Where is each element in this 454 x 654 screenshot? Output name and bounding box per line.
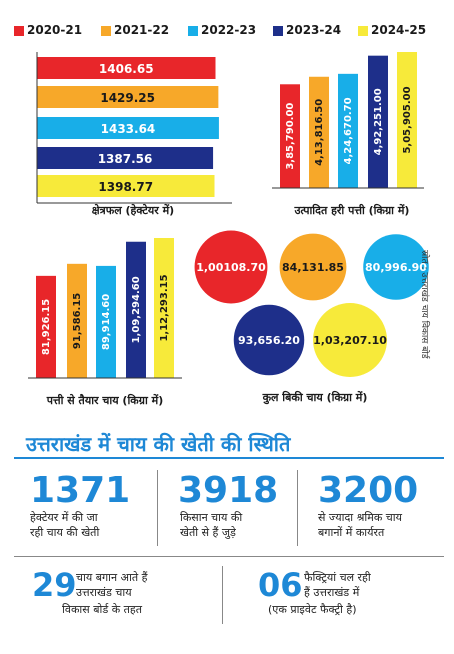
- stat-text: हेक्टेयर में की जा रही चाय की खेती: [30, 510, 99, 540]
- stat-line: विकास बोर्ड के तहत: [62, 603, 143, 616]
- legend-swatch: [188, 26, 198, 36]
- stat-line: किसान चाय की: [180, 511, 243, 524]
- tea-bar-2022-23: [96, 265, 116, 378]
- stat-divider: [222, 566, 223, 624]
- stat-line: रही चाय की खेती: [30, 526, 100, 539]
- bar-label: 1406.65: [99, 62, 154, 76]
- stat-value: 29: [32, 566, 77, 604]
- legend-swatch: [273, 26, 283, 36]
- stat-line: से ज्यादा श्रमिक चाय: [318, 511, 403, 524]
- bar-area-2021-22: [37, 86, 219, 108]
- stat-text: चाय बगान आते हैं उत्तराखंड चाय: [76, 570, 147, 600]
- chart-title-area: क्षेत्रफल (हेक्टेयर में): [92, 203, 174, 217]
- bar-label: 1398.77: [98, 180, 153, 194]
- stat-value: 1371: [30, 470, 131, 511]
- bubble-2024-25: [313, 303, 387, 377]
- tea-bar-2020-21: [36, 275, 56, 378]
- tea-bar-label: 1,09,294.60: [131, 276, 142, 343]
- stat-line: बगानों में कार्यरत: [318, 526, 385, 539]
- stat-text: किसान चाय की खेती से हैं जुड़े: [180, 510, 242, 540]
- legend-swatch: [101, 26, 111, 36]
- stat-line: (एक प्राइवेट फैक्ट्री है): [268, 603, 357, 616]
- leaf-bar-label: 4,92,251.00: [373, 88, 384, 155]
- leaf-bar-label: 4,24,670.70: [343, 97, 354, 164]
- legend-label: 2024-25: [371, 23, 427, 37]
- stat-line: फैक्ट्रियां चल रही: [304, 571, 371, 584]
- bar-area-2024-25: [37, 175, 215, 197]
- bar-label: 1433.64: [101, 122, 156, 136]
- bar-label: 1429.25: [100, 91, 155, 105]
- tea-bar-label: 91,586.15: [72, 293, 83, 349]
- legend-label: 2020-21: [27, 23, 83, 37]
- leaf-bar-2022-23: [338, 73, 358, 188]
- stat-line: खेती से हैं जुड़े: [180, 526, 236, 539]
- bubble-label: 1,00108.70: [196, 261, 266, 274]
- stat-line: उत्तराखंड चाय: [76, 586, 132, 599]
- leaf-bar-2021-22: [309, 76, 329, 188]
- chart-title-tea: पत्ती से तैयार चाय (किग्रा में): [46, 393, 163, 407]
- bubble-2021-22: [279, 233, 347, 301]
- chart-title-leaf: उत्पादित हरी पत्ती (किग्रा में): [294, 203, 410, 217]
- tea-bar-2024-25: [154, 238, 174, 378]
- bubble-2022-23: [363, 234, 429, 300]
- leaf-bar-label: 3,85,790.00: [285, 103, 296, 170]
- bar-area-2022-23: [37, 117, 219, 139]
- legend-swatch: [358, 26, 368, 36]
- leaf-bar-2024-25: [397, 52, 417, 188]
- source-note: स्रोत : उत्तराखंड चाय विकास बोर्ड: [419, 250, 429, 359]
- stat-line: हेक्टेयर में की जा: [30, 511, 98, 524]
- tea-bar-label: 89,914.60: [101, 294, 112, 350]
- stat-text: से ज्यादा श्रमिक चाय बगानों में कार्यरत: [318, 510, 402, 540]
- legend-label: 2023-24: [286, 23, 342, 37]
- leaf-bar-2023-24: [368, 55, 388, 189]
- bar-area-2020-21: [37, 57, 216, 79]
- stat-divider: [157, 470, 158, 546]
- legend-label: 2022-23: [201, 23, 257, 37]
- stat-text: फैक्ट्रियां चल रही हैं उत्तराखंड में: [304, 570, 371, 600]
- bubble-label: 1,03,207.10: [313, 334, 387, 347]
- charts-canvas: 1406.65 1429.25 1433.64 1387.56 1398.77 क्षेत…: [28, 52, 429, 407]
- stat-value: 3200: [318, 470, 419, 511]
- leaf-bar-label: 5,05,905.00: [402, 86, 413, 153]
- chart-legend: 2020-21 2021-22 2022-23 2023-24 2024-25: [14, 22, 444, 40]
- section-rule: [14, 457, 444, 459]
- stat-line: चाय बगान आते हैं: [76, 571, 148, 584]
- chart-title-sold: कुल बिकी चाय (किग्रा में): [262, 390, 368, 405]
- stat-value: 06: [258, 566, 303, 604]
- tea-bar-2023-24: [126, 241, 146, 378]
- tea-bar-label: 1,12,293.15: [159, 274, 170, 341]
- bubble-2023-24: [233, 304, 305, 376]
- leaf-bar-2020-21: [280, 84, 300, 188]
- legend-label: 2021-22: [114, 23, 170, 37]
- bubble-label: 84,131.85: [282, 261, 344, 274]
- bubble-2020-21: [194, 230, 268, 304]
- stats-divider: [14, 556, 444, 557]
- legend-swatch: [14, 26, 24, 36]
- bar-label: 1387.56: [98, 152, 153, 166]
- stat-value: 3918: [178, 470, 279, 511]
- bubble-label: 93,656.20: [238, 334, 300, 347]
- bar-area-2023-24: [37, 147, 214, 169]
- leaf-bar-label: 4,13,816.50: [314, 99, 325, 166]
- stat-line: हैं उत्तराखंड में: [304, 586, 360, 599]
- bubble-label: 80,996.90: [365, 261, 427, 274]
- section-title: उत्तराखंड में चाय की खेती की स्थिति: [26, 432, 291, 456]
- tea-bar-label: 81,926.15: [41, 299, 52, 355]
- stat-divider: [297, 470, 298, 546]
- tea-bar-2021-22: [67, 263, 87, 378]
